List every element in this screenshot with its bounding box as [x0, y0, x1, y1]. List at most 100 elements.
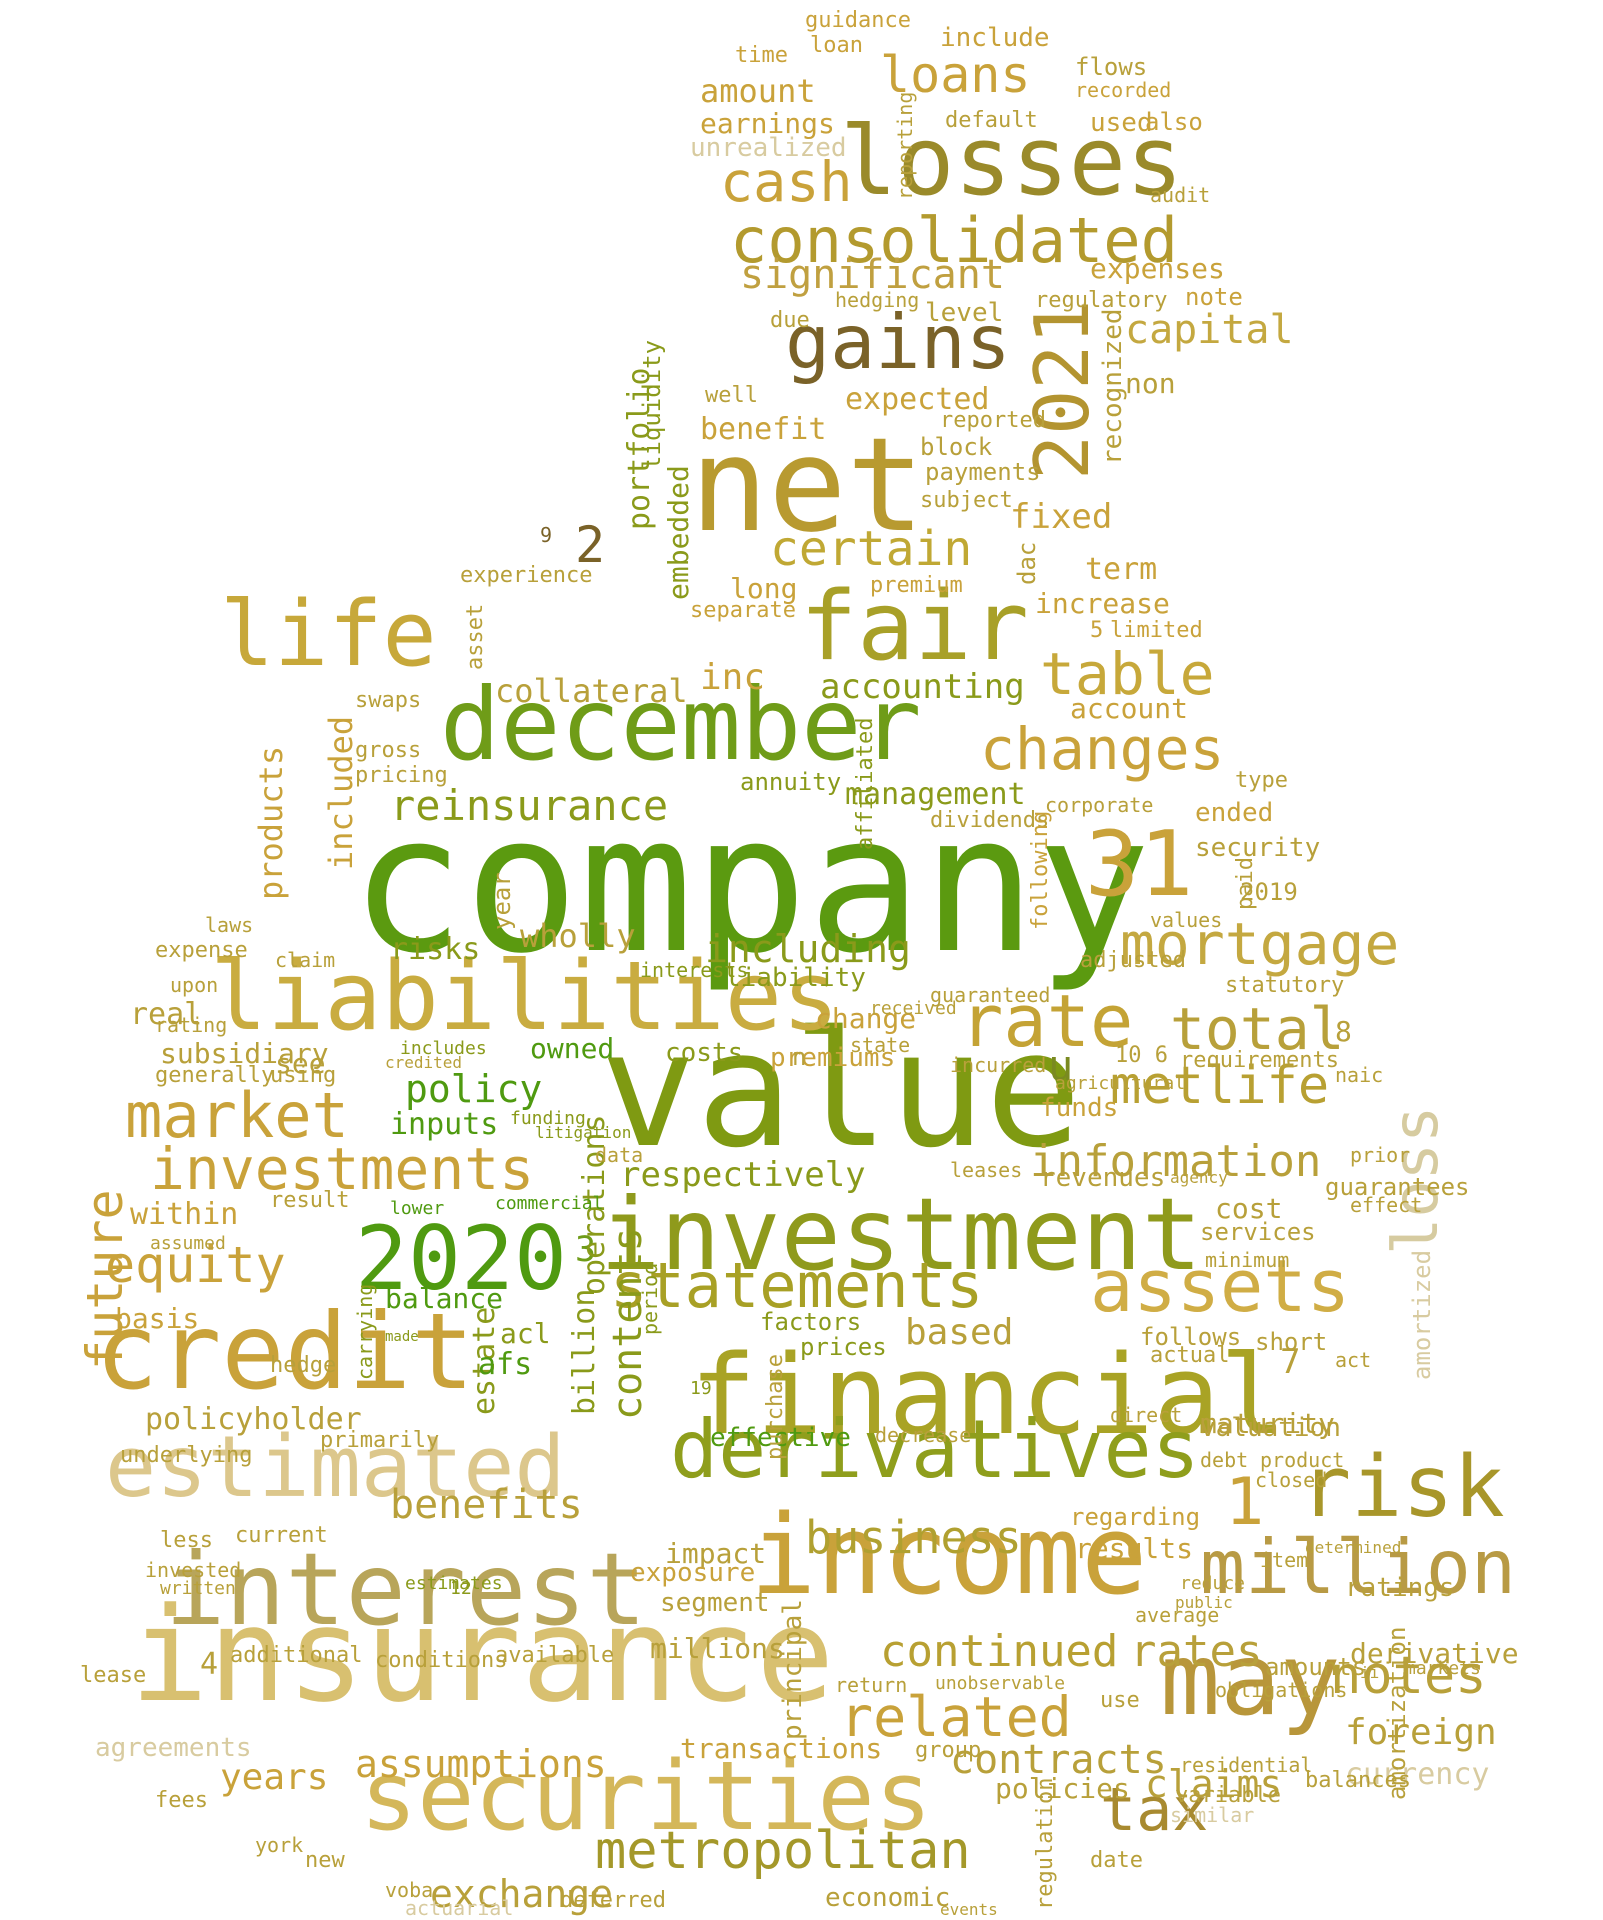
- word-contracts: contracts: [950, 1737, 1167, 1783]
- word-policy: policy: [405, 1067, 543, 1111]
- word-events: events: [940, 1900, 998, 1919]
- word-wholly: wholly: [520, 917, 636, 955]
- word-limited: limited: [1110, 618, 1203, 643]
- word-may: may: [1160, 1621, 1341, 1738]
- word-acl: acl: [500, 1317, 551, 1350]
- word-carrying: carrying: [353, 1283, 377, 1380]
- word-4: 4: [200, 1647, 219, 1682]
- word-expense: expense: [155, 938, 248, 963]
- word-estimated: estimated: [105, 1418, 566, 1517]
- word-statutory: statutory: [1225, 973, 1345, 998]
- word-unrealized: unrealized: [690, 133, 847, 163]
- word-5: 5: [1090, 618, 1104, 643]
- word-litigation: litigation: [535, 1123, 632, 1142]
- word-net: net: [690, 409, 925, 561]
- word-liquidity: liquidity: [638, 339, 666, 470]
- word-policyholder: policyholder: [145, 1402, 362, 1437]
- word-included: included: [322, 715, 360, 870]
- word-york: york: [255, 1833, 304, 1857]
- word-investments: investments: [150, 1135, 535, 1203]
- word-collateral: collateral: [495, 672, 688, 710]
- word-future: future: [76, 1189, 134, 1370]
- word-new: new: [305, 1848, 345, 1873]
- word-markets: markets: [1405, 1658, 1481, 1679]
- word-consolidated: consolidated: [730, 204, 1178, 277]
- word-block: block: [920, 433, 993, 461]
- word-december: december: [440, 666, 922, 783]
- word-gross: gross: [355, 738, 422, 763]
- word-8: 8: [1335, 1015, 1352, 1048]
- word-prior: prior: [1350, 1143, 1411, 1167]
- word-agreements: agreements: [95, 1733, 252, 1763]
- word-direct: direct: [1110, 1403, 1183, 1427]
- word-primarily: primarily: [320, 1428, 440, 1453]
- word-hedging: hedging: [835, 288, 920, 312]
- word-generally: generally: [155, 1063, 275, 1088]
- word-hedge: hedge: [270, 1353, 337, 1378]
- word-loans: loans: [880, 46, 1031, 104]
- word-subsidiary: subsidiary: [160, 1037, 329, 1070]
- word-life: life: [220, 582, 437, 687]
- word-n: n: [792, 1043, 807, 1071]
- word-7: 7: [1280, 1342, 1301, 1382]
- word-closed: closed: [1255, 1468, 1328, 1492]
- word-company: company: [350, 774, 1151, 995]
- word-requirements: requirements: [1180, 1048, 1339, 1073]
- word-significant: significant: [740, 252, 1005, 298]
- word-loan: loan: [810, 33, 863, 58]
- word-revenues: revenues: [1040, 1163, 1166, 1193]
- word-gains: gains: [785, 298, 1011, 386]
- word-economic: economic: [825, 1883, 951, 1913]
- word-residential: residential: [1180, 1753, 1313, 1777]
- word-ratings: ratings: [1345, 1573, 1455, 1603]
- word-earnings: earnings: [700, 107, 835, 140]
- word-experience: experience: [460, 563, 593, 588]
- word-regulatory: regulatory: [1035, 288, 1168, 313]
- word-agricultural: agricultural: [1055, 1073, 1186, 1094]
- word-transactions: transactions: [680, 1732, 883, 1765]
- word-well: well: [705, 383, 758, 408]
- word-average: average: [1135, 1603, 1220, 1627]
- word-security: security: [1195, 833, 1321, 863]
- word-available: available: [495, 1643, 615, 1668]
- word-income: income: [750, 1491, 1148, 1619]
- word-valuation: valuation: [1200, 1413, 1341, 1443]
- word-product: product: [1260, 1448, 1345, 1472]
- word-rating: rating: [155, 1013, 228, 1037]
- word-9: 9: [540, 523, 553, 547]
- word-based: based: [905, 1312, 1014, 1353]
- word-12: 12: [450, 1578, 472, 1599]
- word-metropolitan: metropolitan: [595, 1821, 971, 1881]
- word-actual: actual: [1150, 1343, 1230, 1368]
- word-payments: payments: [925, 458, 1041, 486]
- word-losses: losses: [840, 107, 1184, 217]
- word-group: group: [915, 1738, 982, 1763]
- word-years: years: [220, 1757, 329, 1798]
- word-affiliated: affiliated: [853, 717, 878, 850]
- word-leases: leases: [950, 1158, 1023, 1182]
- word-changes: changes: [980, 715, 1225, 783]
- word-inc: inc: [700, 657, 766, 698]
- word-invested: invested: [145, 1558, 242, 1582]
- word-interests: interests: [640, 958, 749, 982]
- word-act: act: [1335, 1348, 1372, 1372]
- word-additional: additional: [230, 1643, 363, 1668]
- word-rate: rate: [960, 979, 1134, 1063]
- word-maturity: maturity: [1200, 1407, 1335, 1440]
- word-expected: expected: [845, 382, 990, 417]
- word-tax: tax: [1100, 1775, 1209, 1845]
- word-assets: assets: [1090, 1244, 1351, 1328]
- word-separate: separate: [690, 598, 796, 623]
- word-using: using: [270, 1063, 337, 1088]
- word-paid: paid: [1233, 857, 1258, 910]
- word-u: u: [1048, 1041, 1074, 1090]
- word-benefit: benefit: [700, 412, 827, 447]
- word-assumed: assumed: [150, 1233, 226, 1254]
- word-written: written: [160, 1578, 236, 1599]
- word-level: level: [925, 298, 1004, 328]
- word-insurance: insurance: [130, 1579, 835, 1731]
- word-claim: claim: [275, 948, 336, 972]
- word-1: 1: [1225, 1465, 1265, 1540]
- word-recognized: recognized: [1098, 308, 1128, 465]
- word-amounts: amounts: [1265, 1653, 1367, 1681]
